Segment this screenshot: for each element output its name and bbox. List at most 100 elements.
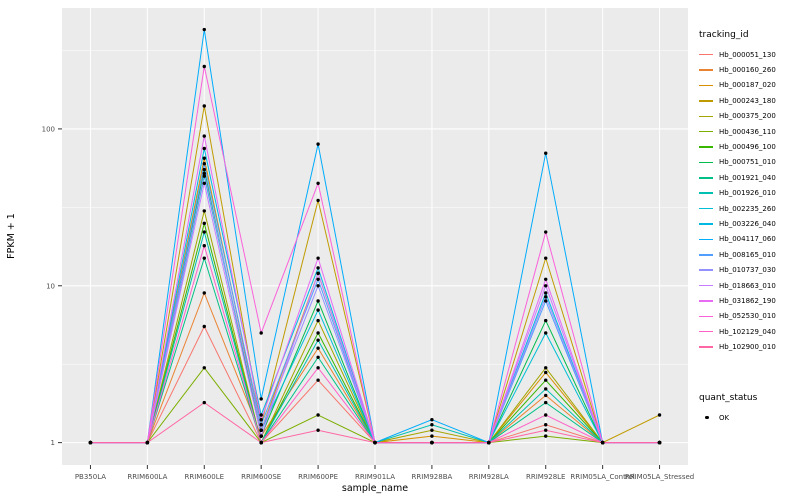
data-point bbox=[202, 134, 206, 138]
data-point bbox=[202, 104, 206, 108]
data-point bbox=[202, 244, 206, 248]
data-point bbox=[544, 423, 548, 427]
legend-key bbox=[699, 411, 716, 424]
data-point bbox=[202, 221, 206, 226]
legend-entries-tracking-id: Hb_000051_130 Hb_000160_260 Hb_000187_020 H… bbox=[699, 47, 799, 355]
data-point bbox=[202, 162, 206, 166]
data-point bbox=[316, 366, 320, 370]
data-point bbox=[430, 440, 434, 445]
data-point bbox=[316, 428, 320, 432]
legend-entry: Hb_000187_020 bbox=[699, 78, 799, 93]
x-tick-label: RRIM928LE bbox=[526, 473, 566, 481]
legend-label: OK bbox=[719, 413, 730, 422]
data-point bbox=[316, 308, 320, 312]
legend-label: Hb_000243_180 bbox=[719, 96, 776, 105]
legend-label: Hb_001926_010 bbox=[719, 189, 776, 198]
legend-line-swatch bbox=[699, 192, 713, 194]
data-point bbox=[657, 440, 662, 445]
data-point bbox=[202, 174, 206, 178]
legend-line-swatch bbox=[699, 115, 713, 117]
legend-line-swatch bbox=[699, 207, 713, 210]
data-point bbox=[202, 146, 206, 151]
legend-entry: Hb_000751_010 bbox=[699, 155, 799, 170]
data-point bbox=[259, 423, 263, 427]
x-tick-label: RRIM600SE bbox=[241, 473, 281, 481]
legend-key bbox=[699, 233, 716, 246]
data-point bbox=[202, 209, 206, 213]
x-tick-label: PB350LA bbox=[75, 473, 106, 481]
data-point bbox=[316, 277, 320, 281]
x-tick-label: RRIM928LA bbox=[469, 473, 509, 481]
legend-entry: Hb_000496_100 bbox=[699, 139, 799, 154]
legend-entry: Hb_052530_010 bbox=[699, 309, 799, 324]
legend-key bbox=[699, 202, 716, 215]
legend-key bbox=[699, 310, 716, 323]
data-point bbox=[259, 397, 263, 401]
legend-key bbox=[699, 217, 716, 230]
data-point bbox=[544, 291, 548, 295]
legend-label: Hb_052530_010 bbox=[719, 312, 776, 321]
data-point bbox=[202, 256, 206, 260]
data-point bbox=[316, 355, 320, 359]
data-point bbox=[600, 440, 605, 445]
data-point bbox=[259, 418, 263, 422]
legend-line-swatch bbox=[699, 161, 713, 164]
y-tick-label: 10 bbox=[46, 282, 55, 290]
legend-entry: Hb_008165_010 bbox=[699, 247, 799, 262]
legend-entry: Hb_018663_010 bbox=[699, 278, 799, 293]
data-point bbox=[259, 440, 263, 445]
data-point bbox=[316, 378, 320, 382]
legend-label: Hb_018663_010 bbox=[719, 281, 776, 290]
data-point bbox=[202, 181, 206, 186]
legend-entry: Hb_004117_060 bbox=[699, 232, 799, 247]
legend-label: Hb_000751_010 bbox=[719, 158, 776, 167]
data-point bbox=[544, 277, 548, 281]
data-point bbox=[544, 387, 548, 391]
data-point bbox=[544, 393, 548, 398]
legend-key bbox=[699, 156, 716, 169]
data-point bbox=[316, 198, 320, 203]
legend-line-swatch bbox=[699, 146, 713, 148]
legend-line-swatch bbox=[699, 223, 713, 225]
data-point bbox=[430, 434, 434, 438]
legend-entry: Hb_002235_260 bbox=[699, 201, 799, 216]
data-point bbox=[259, 428, 263, 432]
data-point bbox=[316, 331, 320, 335]
x-tick-label: RRIM600LE bbox=[185, 473, 225, 481]
legend-label: Hb_000436_110 bbox=[719, 127, 776, 136]
legend-line-swatch bbox=[699, 84, 713, 87]
legend-line-swatch bbox=[699, 177, 713, 179]
legend-label: Hb_004117_060 bbox=[719, 235, 776, 244]
x-tick-label: RRIM05LA_Stressed bbox=[625, 473, 694, 481]
legend-key bbox=[699, 171, 716, 184]
data-point bbox=[544, 413, 548, 417]
legend-key bbox=[699, 264, 716, 277]
data-point bbox=[316, 271, 320, 276]
data-point bbox=[316, 318, 320, 323]
legend-line-swatch bbox=[699, 53, 713, 56]
data-point bbox=[202, 291, 206, 295]
data-point bbox=[544, 434, 548, 438]
data-point bbox=[202, 167, 206, 172]
legend-line-swatch bbox=[699, 346, 713, 348]
legend-key bbox=[699, 141, 716, 154]
legend-entry: Hb_031862_190 bbox=[699, 293, 799, 308]
legend-label: Hb_002235_260 bbox=[719, 204, 776, 213]
data-point bbox=[88, 440, 93, 445]
data-point bbox=[202, 64, 206, 69]
legend-entries-quant-status: OK bbox=[699, 410, 799, 425]
data-point bbox=[202, 366, 206, 370]
x-tick-label: RRIM928BA bbox=[412, 473, 453, 481]
data-point bbox=[373, 440, 377, 445]
data-point bbox=[259, 331, 263, 335]
legend-label: Hb_031862_190 bbox=[719, 296, 776, 305]
legend-key bbox=[699, 325, 716, 338]
data-point bbox=[544, 370, 548, 375]
legend-key bbox=[699, 79, 716, 92]
legend-entry: Hb_000051_130 bbox=[699, 47, 799, 62]
y-tick-label: 1 bbox=[51, 439, 55, 447]
data-point bbox=[202, 400, 206, 405]
x-tick-label: RRIM901LA bbox=[355, 473, 395, 481]
